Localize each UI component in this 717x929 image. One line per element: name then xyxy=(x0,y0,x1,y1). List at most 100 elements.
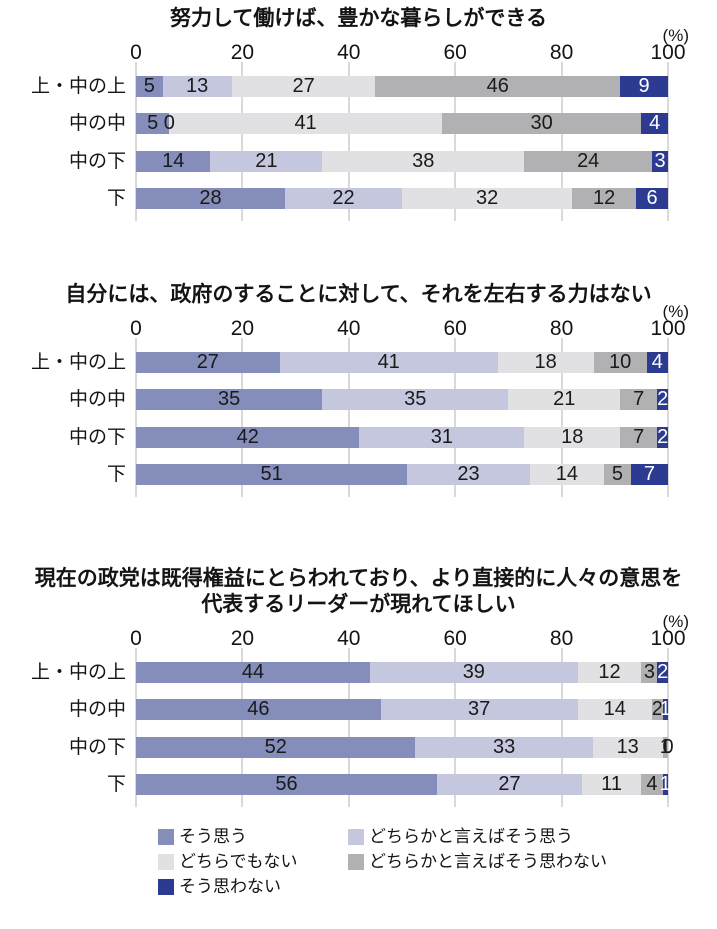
gridline xyxy=(560,648,563,807)
bar-segment xyxy=(662,736,668,758)
legend-item-somewhat-disagree: どちらかと言えばそう思わない xyxy=(348,853,607,871)
bar-segment xyxy=(577,699,653,721)
bar-segment-label: 46 xyxy=(486,75,509,97)
bar-segment-label: 12 xyxy=(593,186,616,209)
bar-segment-label: 32 xyxy=(475,186,499,209)
legend-label: そう思う xyxy=(179,827,247,846)
bar-segment-label: 4 xyxy=(649,112,661,135)
bar-segment xyxy=(210,150,323,172)
gridline xyxy=(454,338,457,497)
bar-segment-label: 30 xyxy=(530,112,553,135)
chart-title-line: 努力して働けば、豊かな暮らしができる xyxy=(170,7,547,30)
bar-segment-label: 44 xyxy=(241,661,265,683)
bar-segment xyxy=(370,662,578,683)
bar-row: 56 27 11 4 1 xyxy=(136,772,671,795)
bar-segment xyxy=(380,699,578,721)
axis-tick-label: 100 xyxy=(650,41,686,64)
bar-segment-label: 21 xyxy=(553,388,576,411)
bar-segment-label: 14 xyxy=(603,698,626,721)
bar-segment-label: 38 xyxy=(412,149,435,172)
bar-segment-label: 1 xyxy=(659,735,671,758)
legend: そう思う どちらかと言えばそう思う どちらでもない どちらかと言えばそう思わない… xyxy=(0,828,717,908)
bar-segment xyxy=(279,352,498,373)
bar-segment-label: 18 xyxy=(561,425,584,448)
bar-segment-label: 41 xyxy=(377,351,400,373)
gridline xyxy=(454,62,457,221)
gridline xyxy=(667,62,669,221)
bar-segment-label: 27 xyxy=(498,772,521,795)
bar-segment xyxy=(136,76,163,97)
bar-segment xyxy=(657,426,668,448)
bar-segment-label: 6 xyxy=(646,186,658,209)
gridline xyxy=(560,62,563,221)
gridline xyxy=(241,62,244,221)
bar-segment-label: 52 xyxy=(264,735,287,758)
bar-row: 46 37 14 2 1 xyxy=(136,698,671,721)
bar-segment xyxy=(136,113,170,135)
legend-item-somewhat-agree: どちらかと言えばそう思う xyxy=(348,828,573,846)
bar-segment xyxy=(402,187,573,209)
bar-segment xyxy=(524,150,653,172)
bar-segment xyxy=(136,773,437,795)
axis-tick-label: 100 xyxy=(650,627,686,650)
bar-segment-label: 14 xyxy=(555,462,579,485)
category-label: 中の中 xyxy=(68,113,126,135)
chart-want-direct-leader: 現在の政党は既得権益にとらわれており、より直接的に人々の意思を 代表するリーダー… xyxy=(0,566,717,807)
gridline xyxy=(135,338,137,497)
bar-segment xyxy=(630,463,668,485)
bar-segment xyxy=(322,150,525,172)
chart-title: 現在の政党は既得権益にとらわれており、より直接的に人々の意思を 代表するリーダー… xyxy=(0,566,717,618)
bar-segment-label: 4 xyxy=(646,772,658,795)
bar-segment xyxy=(136,352,280,373)
bar-row: 28 22 32 12 6 xyxy=(136,186,668,209)
bar-segment-label: 4 xyxy=(651,351,663,373)
bar-row: 51 23 14 5 7 xyxy=(136,462,668,485)
axis-tick-label: 80 xyxy=(549,41,574,64)
bar-segment xyxy=(436,773,582,795)
bar-segment xyxy=(441,113,642,135)
category-label: 上・中の上 xyxy=(30,76,126,97)
bar-segment xyxy=(662,699,668,721)
bar-segment-label: 21 xyxy=(255,149,278,172)
bar-segment-label: 24 xyxy=(577,149,600,172)
bar-segment-label: 3 xyxy=(654,149,666,172)
bar-segment xyxy=(652,699,663,721)
bar-row: 35 35 21 7 2 xyxy=(136,388,668,411)
category-label: 中の下 xyxy=(68,736,126,758)
bar-segment-label: 56 xyxy=(275,772,298,795)
bar-segment xyxy=(407,463,530,485)
bar-segment-label: 14 xyxy=(162,149,185,172)
bar-segment xyxy=(375,76,621,97)
gridline xyxy=(454,648,457,807)
bar-row: 5 0 41 30 4 xyxy=(136,112,668,135)
bar-segment-label: 41 xyxy=(294,112,317,135)
axis-tick-label: 0 xyxy=(130,627,142,650)
category-label: 中の中 xyxy=(68,699,126,721)
chart-title-line: 現在の政党は既得権益にとらわれており、より直接的に人々の意思を xyxy=(34,567,683,590)
bar-segment-label: 18 xyxy=(534,351,557,373)
axis-tick-label: 80 xyxy=(549,627,574,650)
bar-segment xyxy=(136,463,408,485)
bar-segment xyxy=(582,773,642,795)
legend-label: どちらでもない xyxy=(179,852,298,871)
legend-label: そう思わない xyxy=(179,877,281,896)
bar-segment xyxy=(136,662,371,683)
bar-segment-label: 51 xyxy=(260,462,283,485)
bar-segment-label: 3 xyxy=(643,661,655,683)
bar-segment xyxy=(620,389,658,411)
bar-segment xyxy=(592,736,663,758)
legend-label: どちらかと言えばそう思う xyxy=(369,827,573,846)
bar-segment-label: 7 xyxy=(633,388,645,411)
bar-segment xyxy=(136,736,416,758)
bar-segment-label: 1 xyxy=(659,698,671,721)
bar-segment xyxy=(657,662,668,683)
bar-segment-label: 37 xyxy=(468,698,491,721)
bar-segment xyxy=(577,662,642,683)
bar-segment xyxy=(508,389,621,411)
bar-segment-label: 11 xyxy=(601,772,622,795)
bar-segment xyxy=(662,773,668,795)
bar-segment xyxy=(284,187,402,209)
axis-tick-label: 0 xyxy=(130,41,142,64)
bar-segment-label: 2 xyxy=(657,425,669,448)
